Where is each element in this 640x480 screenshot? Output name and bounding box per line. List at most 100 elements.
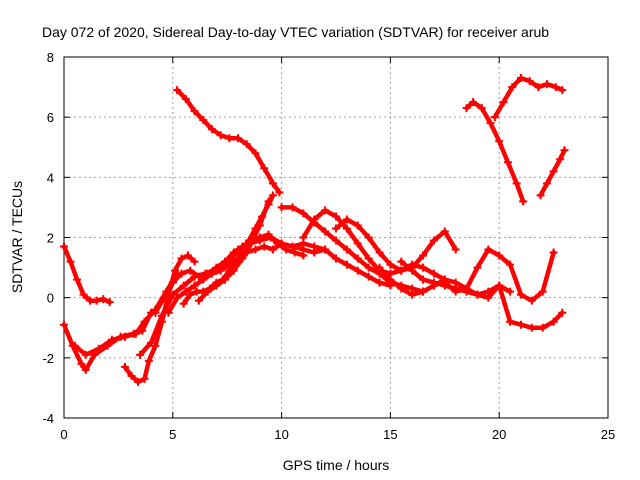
data-point-marker xyxy=(268,179,277,188)
data-point-marker xyxy=(342,215,351,224)
data-point-marker xyxy=(558,308,567,317)
data-point-marker xyxy=(173,293,182,302)
data-point-marker xyxy=(556,155,565,164)
tick-labels: 0 5 10 15 20 25 -4 -2 0 2 4 6 8 xyxy=(42,50,615,442)
data-point-marker xyxy=(151,341,160,350)
data-point-marker xyxy=(190,257,199,266)
data-point-marker xyxy=(429,236,438,245)
series-trace-18 xyxy=(490,74,567,122)
data-point-marker xyxy=(120,332,129,341)
data-point-marker xyxy=(179,281,188,290)
data-point-marker xyxy=(462,104,471,113)
data-point-marker xyxy=(419,263,428,272)
data-point-marker xyxy=(397,284,406,293)
series-trace xyxy=(333,217,458,273)
data-point-marker xyxy=(255,233,264,242)
data-point-marker xyxy=(234,134,243,143)
data-point-marker xyxy=(221,275,230,284)
data-point-marker xyxy=(469,98,478,107)
chart-title: Day 072 of 2020, Sidereal Day-to-day VTE… xyxy=(42,24,549,40)
data-point-marker xyxy=(277,239,286,248)
data-point-marker xyxy=(332,212,340,221)
data-point-marker xyxy=(519,197,528,206)
series-trace-16 xyxy=(440,245,558,305)
data-point-marker xyxy=(508,83,517,92)
data-point-marker xyxy=(429,278,438,287)
data-point-marker xyxy=(181,95,190,104)
data-point-marker xyxy=(81,365,90,374)
data-point-marker xyxy=(495,137,504,146)
x-tick-label: 0 xyxy=(60,427,67,442)
data-point-marker xyxy=(558,86,567,95)
data-point-marker xyxy=(105,298,114,307)
y-tick-label: 6 xyxy=(47,110,54,125)
data-point-marker xyxy=(543,179,552,188)
y-tick-label: 2 xyxy=(47,231,54,246)
data-point-marker xyxy=(321,245,330,254)
data-point-marker xyxy=(190,107,199,116)
data-point-marker xyxy=(131,329,140,338)
data-point-marker xyxy=(184,251,193,260)
data-point-marker xyxy=(157,311,166,320)
data-point-marker xyxy=(136,350,145,359)
data-point-marker xyxy=(268,191,277,200)
data-point-marker xyxy=(207,269,216,278)
data-point-marker xyxy=(242,140,251,149)
data-point-marker xyxy=(168,278,177,287)
series-trace xyxy=(166,241,393,315)
data-point-marker xyxy=(164,308,173,317)
data-point-marker xyxy=(408,266,417,275)
ticks xyxy=(63,56,609,419)
data-point-marker xyxy=(264,197,273,206)
data-point-marker xyxy=(375,263,384,272)
data-point-marker xyxy=(203,287,212,296)
data-point-marker xyxy=(332,254,340,263)
series-trace-8 xyxy=(179,191,277,308)
data-point-marker xyxy=(516,74,525,83)
data-point-marker xyxy=(332,224,340,233)
data-point-marker xyxy=(221,257,230,266)
data-point-marker xyxy=(310,215,319,224)
data-point-marker xyxy=(144,356,153,365)
data-point-marker xyxy=(429,269,438,278)
data-point-marker xyxy=(160,293,169,302)
data-point-marker xyxy=(194,272,203,281)
data-point-marker xyxy=(451,245,460,254)
data-point-marker xyxy=(127,371,136,380)
x-tick-label: 25 xyxy=(601,427,615,442)
data-point-marker xyxy=(288,203,297,212)
data-point-marker xyxy=(77,359,86,368)
data-point-marker xyxy=(238,254,247,263)
data-point-marker xyxy=(255,221,264,230)
series-trace-10 xyxy=(173,86,284,197)
series-trace-19 xyxy=(536,146,569,200)
x-tick-label: 5 xyxy=(169,427,176,442)
data-point-marker xyxy=(321,206,330,215)
data-point-marker xyxy=(92,296,101,305)
data-point-marker xyxy=(516,320,525,329)
y-axis-label: SDTVAR / TECUs xyxy=(9,181,25,293)
data-point-marker xyxy=(353,221,362,230)
data-point-marker xyxy=(353,254,362,263)
data-point-marker xyxy=(170,266,179,275)
data-point-marker xyxy=(275,188,284,197)
data-point-marker xyxy=(332,236,340,245)
data-point-marker xyxy=(229,248,238,257)
x-tick-label: 15 xyxy=(383,427,397,442)
data-point-marker xyxy=(534,83,543,92)
data-point-marker xyxy=(225,134,234,143)
data-point-marker xyxy=(440,278,449,287)
data-point-marker xyxy=(120,362,129,371)
data-point-marker xyxy=(525,77,534,86)
data-point-marker xyxy=(549,317,558,326)
data-point-marker xyxy=(408,290,417,299)
y-tick-label: 0 xyxy=(47,291,54,306)
data-point-marker xyxy=(229,266,238,275)
data-point-marker xyxy=(527,323,536,332)
data-point-marker xyxy=(364,272,373,281)
data-point-marker xyxy=(527,296,536,305)
data-point-marker xyxy=(216,131,225,140)
data-point-marker xyxy=(419,251,428,260)
data-point-marker xyxy=(140,374,149,383)
data-point-marker xyxy=(397,266,406,275)
